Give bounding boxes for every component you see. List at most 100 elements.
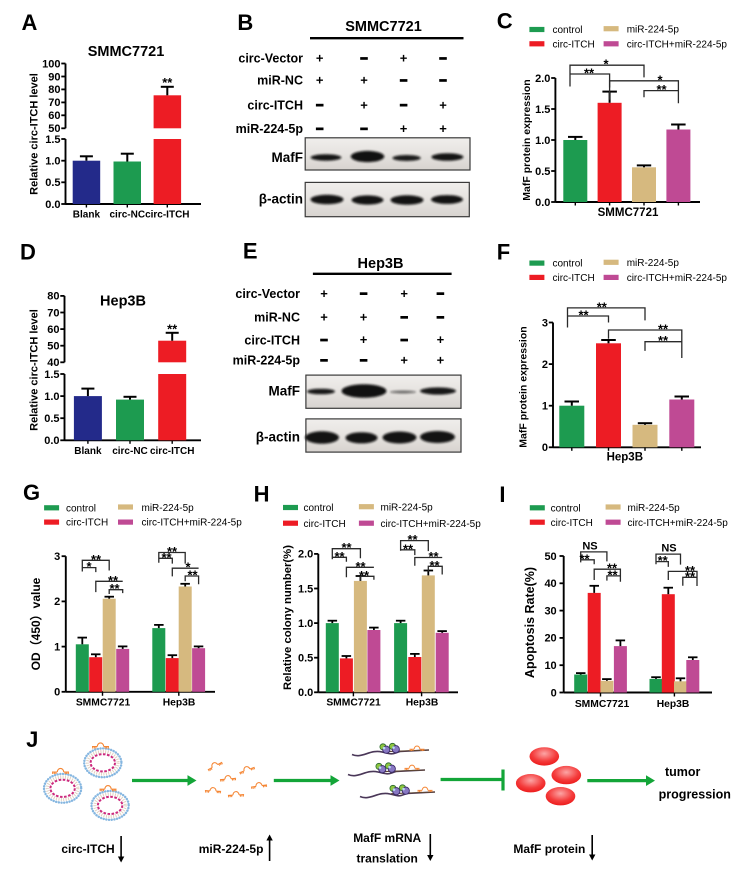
svg-text:circ-ITCH+miR-224-5p: circ-ITCH+miR-224-5p xyxy=(381,519,482,530)
svg-text:circ-ITCH+miR-224-5p: circ-ITCH+miR-224-5p xyxy=(627,273,728,284)
svg-text:control: control xyxy=(553,259,583,270)
svg-text:B: B xyxy=(237,10,253,35)
svg-text:2.0: 2.0 xyxy=(535,73,550,85)
svg-text:Blank: Blank xyxy=(73,210,101,221)
svg-text:*: * xyxy=(657,72,663,87)
svg-text:+: + xyxy=(360,332,368,347)
svg-text:circ-ITCH: circ-ITCH xyxy=(61,842,114,856)
svg-text:NS: NS xyxy=(582,541,597,553)
svg-text:**: ** xyxy=(658,553,669,568)
svg-text:10: 10 xyxy=(544,660,556,672)
svg-text:circ-ITCH+miR-224-5p: circ-ITCH+miR-224-5p xyxy=(627,39,728,50)
svg-text:+: + xyxy=(360,310,368,325)
svg-text:MafF mRNA: MafF mRNA xyxy=(353,831,421,845)
svg-text:**: ** xyxy=(685,563,696,578)
svg-text:+: + xyxy=(437,353,445,368)
svg-text:miR-NC: miR-NC xyxy=(257,74,303,88)
svg-text:1.0: 1.0 xyxy=(45,156,60,168)
svg-text:**: ** xyxy=(658,333,669,348)
svg-text:miR-NC: miR-NC xyxy=(254,311,300,325)
svg-text:H: H xyxy=(254,482,270,507)
svg-text:progression: progression xyxy=(659,788,731,802)
svg-text:0.5: 0.5 xyxy=(298,653,313,665)
svg-text:1.5: 1.5 xyxy=(298,583,313,595)
svg-text:I: I xyxy=(499,482,505,507)
svg-text:1.0: 1.0 xyxy=(535,135,550,147)
svg-text:β-actin: β-actin xyxy=(259,192,303,207)
svg-text:90: 90 xyxy=(48,71,60,83)
svg-text:*: * xyxy=(603,57,609,72)
svg-text:**: ** xyxy=(607,567,618,582)
svg-text:miR-224-5p: miR-224-5p xyxy=(627,258,680,269)
svg-text:2: 2 xyxy=(54,596,60,608)
svg-text:circ-Vector: circ-Vector xyxy=(238,52,303,66)
svg-text:**: ** xyxy=(341,540,352,555)
svg-text:**: ** xyxy=(597,299,608,314)
svg-text:control: control xyxy=(551,503,581,514)
svg-text:**: ** xyxy=(167,544,178,559)
svg-text:**: ** xyxy=(161,550,172,565)
svg-text:70: 70 xyxy=(47,307,59,319)
svg-text:Relative colony number(%): Relative colony number(%) xyxy=(282,545,294,690)
svg-text:translation: translation xyxy=(357,852,418,866)
svg-text:circ-ITCH: circ-ITCH xyxy=(553,39,595,50)
svg-text:miR-224-5p: miR-224-5p xyxy=(381,503,434,514)
svg-text:50: 50 xyxy=(544,551,556,563)
svg-text:40: 40 xyxy=(544,578,556,590)
svg-text:circ-ITCH: circ-ITCH xyxy=(304,519,346,530)
svg-text:MafF protein expression: MafF protein expression xyxy=(521,79,533,200)
svg-text:Hep3B: Hep3B xyxy=(163,698,196,709)
svg-text:miR-224-5p: miR-224-5p xyxy=(199,842,264,856)
svg-text:2.0: 2.0 xyxy=(298,549,313,561)
svg-text:**: ** xyxy=(658,322,669,337)
svg-text:circ-ITCH: circ-ITCH xyxy=(66,518,108,529)
svg-text:**: ** xyxy=(334,549,345,564)
svg-text:1: 1 xyxy=(542,401,548,413)
svg-text:0.0: 0.0 xyxy=(44,435,59,447)
svg-text:circ-ITCH: circ-ITCH xyxy=(145,210,189,221)
svg-text:1.5: 1.5 xyxy=(535,104,550,116)
svg-text:circ-ITCH: circ-ITCH xyxy=(247,98,303,112)
svg-text:**: ** xyxy=(428,549,439,564)
svg-text:Hep3B: Hep3B xyxy=(406,698,439,709)
svg-text:F: F xyxy=(497,240,510,265)
svg-text:Relative circ-ITCH level: Relative circ-ITCH level xyxy=(29,309,41,431)
svg-text:circ-ITCH: circ-ITCH xyxy=(553,273,595,284)
svg-text:1.5: 1.5 xyxy=(44,369,59,381)
svg-text:Hep3B: Hep3B xyxy=(100,294,146,310)
svg-text:**: ** xyxy=(109,581,120,596)
svg-text:+: + xyxy=(400,286,408,301)
svg-text:**: ** xyxy=(407,532,418,547)
svg-text:100: 100 xyxy=(42,58,60,70)
svg-text:*: * xyxy=(86,559,92,574)
svg-text:miR-224-5p: miR-224-5p xyxy=(236,122,304,136)
svg-text:0: 0 xyxy=(54,687,60,699)
svg-text:circ-NC: circ-NC xyxy=(112,446,148,457)
svg-text:+: + xyxy=(400,51,408,66)
svg-text:G: G xyxy=(23,480,40,505)
svg-text:MafF: MafF xyxy=(269,384,301,399)
svg-text:20: 20 xyxy=(544,633,556,645)
svg-text:Hep3B: Hep3B xyxy=(607,452,643,464)
svg-text:**: ** xyxy=(429,558,440,573)
svg-text:+: + xyxy=(400,121,408,136)
svg-text:60: 60 xyxy=(47,324,59,336)
svg-text:SMMC7721: SMMC7721 xyxy=(326,698,381,709)
svg-text:miR-224-5p: miR-224-5p xyxy=(627,25,680,36)
svg-text:A: A xyxy=(22,10,38,35)
svg-text:+: + xyxy=(400,353,408,368)
svg-text:+: + xyxy=(320,286,328,301)
svg-text:SMMC7721: SMMC7721 xyxy=(575,699,630,710)
svg-text:circ-ITCH: circ-ITCH xyxy=(150,446,194,457)
svg-text:MafF protein: MafF protein xyxy=(513,842,585,856)
svg-text:MafF: MafF xyxy=(272,150,304,165)
svg-text:E: E xyxy=(243,239,258,264)
svg-text:circ-ITCH: circ-ITCH xyxy=(551,518,593,529)
svg-text:+: + xyxy=(320,310,328,325)
svg-text:+: + xyxy=(360,73,368,88)
svg-text:NS: NS xyxy=(661,543,676,555)
svg-text:**: ** xyxy=(403,541,414,556)
svg-text:**: ** xyxy=(359,568,370,583)
svg-text:MafF protein expression: MafF protein expression xyxy=(518,326,530,447)
svg-text:**: ** xyxy=(579,551,590,566)
